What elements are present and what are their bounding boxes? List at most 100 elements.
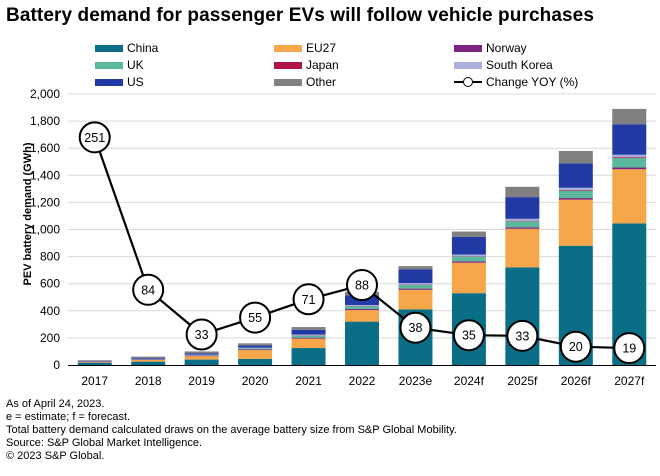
- bar-segment-us: [291, 329, 326, 335]
- bar-segment-other: [184, 351, 219, 354]
- bar-segment-us: [558, 163, 593, 188]
- bar-segment-norway: [291, 337, 326, 339]
- bar-segment-us: [131, 357, 166, 359]
- yoy-marker: [239, 301, 272, 334]
- yoy-marker: [613, 332, 646, 365]
- bar-segment-other: [505, 186, 540, 198]
- note-as-of: As of April 24, 2023.: [6, 398, 105, 410]
- bar-segment-uk: [558, 190, 593, 199]
- yoy-value-label: 33: [515, 329, 529, 343]
- bar-segment-china: [238, 358, 273, 365]
- bar-segment-other: [291, 327, 326, 330]
- note-abbreviations: e = estimate; f = forecast.: [6, 411, 131, 423]
- legend-swatch-eu27: [274, 44, 302, 52]
- bar-segment-us: [238, 345, 273, 348]
- bar-stacks: [77, 108, 647, 365]
- bar-segment-other: [612, 108, 647, 125]
- yoy-marker: [399, 311, 432, 344]
- yoy-marker: [132, 273, 165, 306]
- note-source: Source: S&P Global Market Intelligence.: [6, 437, 203, 449]
- bar-segment-uk: [291, 335, 326, 338]
- yoy-value-label: 88: [355, 279, 369, 293]
- legend-label-eu27: EU27: [306, 41, 337, 55]
- y-tick-label: 1,600: [30, 141, 60, 155]
- bar-segment-south_korea: [558, 187, 593, 190]
- legend-swatch-norway: [454, 44, 482, 52]
- yoy-value-label: 38: [409, 321, 423, 335]
- x-tick-label: 2017: [81, 374, 108, 388]
- bar-segment-south_korea: [238, 347, 273, 349]
- yoy-marker: [78, 121, 111, 154]
- bar-segment-china: [131, 361, 166, 365]
- bar-segment-south_korea: [345, 304, 379, 307]
- y-tick-label: 0: [53, 358, 60, 372]
- x-tick-label: 2021: [295, 374, 322, 388]
- yoy-marker: [185, 318, 218, 351]
- y-tick-label: 400: [40, 304, 60, 318]
- bar-segment-eu27: [77, 362, 112, 363]
- bar-segment-other: [77, 360, 112, 362]
- bar-segment-eu27: [558, 199, 593, 246]
- legend-swatch-other: [274, 78, 302, 86]
- x-tick-label: 2023e: [399, 374, 433, 388]
- bar-segment-uk: [451, 256, 486, 262]
- y-tick-label: 600: [40, 277, 60, 291]
- note-copyright: © 2023 S&P Global.: [6, 450, 105, 462]
- legend-item-change-yoy: Change YOY (%): [454, 74, 578, 90]
- legend-swatch-us: [95, 78, 123, 86]
- yoy-marker: [292, 283, 325, 316]
- yoy-value-label: 33: [195, 328, 209, 342]
- yoy-value-label: 84: [141, 283, 155, 297]
- x-tick-label: 2022: [349, 374, 376, 388]
- bar-segment-norway: [345, 309, 379, 311]
- bar-segment-other: [398, 266, 433, 270]
- yoy-value-label: 55: [248, 311, 262, 325]
- x-axis-ticks: 2017 2018 2019 2020 2021 2022 2023e 2024f 2025f 2…: [81, 374, 645, 388]
- yoy-marker: [346, 269, 378, 302]
- bar-segment-eu27: [505, 228, 540, 268]
- bar-segment-south_korea: [291, 334, 326, 336]
- legend-item-china: China: [95, 40, 158, 56]
- bar-segment-eu27: [451, 262, 486, 294]
- legend-label-china: China: [127, 41, 159, 55]
- bar-segment-uk: [345, 306, 379, 310]
- x-tick-label: 2026f: [561, 374, 592, 388]
- bar-segment-other: [131, 356, 166, 358]
- bar-segment-us: [505, 197, 540, 219]
- yoy-value-label: 71: [302, 293, 316, 307]
- yoy-value-label: 20: [569, 340, 583, 354]
- bar-segment-norway: [184, 355, 219, 357]
- legend-label-uk: UK: [127, 58, 144, 72]
- legend-item-uk: UK: [95, 57, 144, 73]
- bar-segment-us: [184, 353, 219, 355]
- y-tick-label: 800: [40, 250, 60, 264]
- yoy-value-label: 35: [462, 329, 476, 343]
- bar-segment-uk: [238, 348, 273, 350]
- y-axis-ticks: 0 200 400 600 800 1,000 1,200 1,400 1,600 1,800 2,…: [30, 87, 60, 372]
- bar-segment-other: [558, 150, 593, 164]
- bar-segment-eu27: [131, 359, 166, 362]
- bar-segment-south_korea: [505, 218, 540, 221]
- note-methodology: Total battery demand calculated draws on…: [6, 424, 457, 436]
- bar-segment-south_korea: [398, 283, 433, 285]
- legend-item-us: US: [95, 74, 144, 90]
- chart-title: Battery demand for passenger EVs will fo…: [6, 5, 595, 26]
- bar-segment-eu27: [291, 338, 326, 349]
- bar-segment-japan: [558, 189, 593, 191]
- legend-label-other: Other: [306, 75, 337, 89]
- bar-segment-norway: [398, 288, 433, 290]
- bar-segment-eu27: [345, 310, 379, 322]
- legend-label-us: US: [127, 75, 144, 89]
- bar-segment-china: [184, 359, 219, 365]
- legend-swatch-uk: [95, 61, 123, 69]
- legend-swatch-china: [95, 44, 123, 52]
- bar-segment-eu27: [238, 350, 273, 359]
- x-tick-label: 2018: [135, 374, 162, 388]
- bar-segment-us: [451, 236, 486, 255]
- bar-segment-us: [398, 269, 433, 284]
- x-tick-label: 2025f: [507, 374, 538, 388]
- bar-segment-eu27: [612, 169, 647, 224]
- bar-segment-us: [77, 361, 112, 362]
- bar-segment-china: [77, 362, 112, 365]
